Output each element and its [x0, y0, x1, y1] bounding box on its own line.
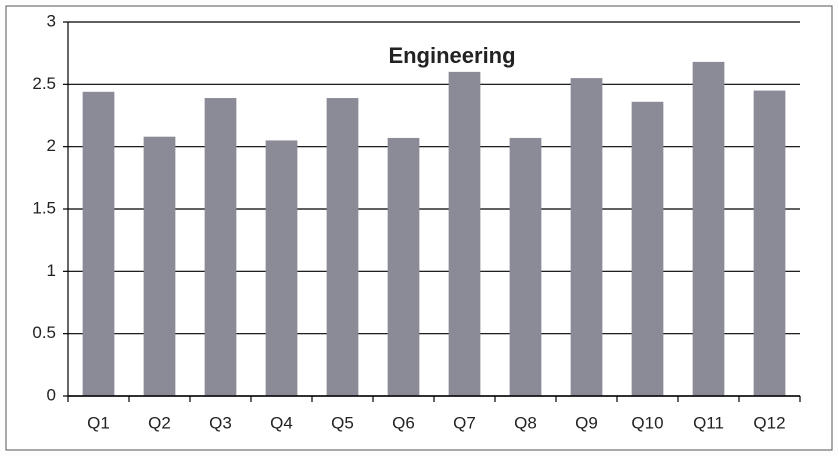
- y-tick-label: 0.5: [32, 323, 56, 342]
- bar: [204, 98, 237, 397]
- bar: [82, 91, 115, 397]
- x-tick-label: Q11: [693, 413, 724, 432]
- y-tick-label: 0: [47, 385, 56, 404]
- bar: [448, 71, 481, 396]
- x-tick-label: Q9: [575, 413, 598, 432]
- bar: [143, 136, 176, 396]
- bar: [326, 98, 359, 397]
- bar: [753, 90, 786, 397]
- x-tick-label: Q7: [453, 413, 476, 432]
- chart-title: Engineering: [388, 43, 515, 68]
- x-tick-label: Q6: [392, 413, 415, 432]
- y-tick-label: 2.5: [32, 74, 56, 93]
- x-tick-label: Q1: [87, 413, 110, 432]
- bar: [631, 101, 664, 396]
- x-tick-label: Q10: [631, 413, 663, 432]
- y-tick-label: 3: [47, 11, 56, 30]
- x-tick-label: Q4: [270, 413, 293, 432]
- x-tick-label: Q3: [209, 413, 232, 432]
- x-tick-label: Q8: [514, 413, 537, 432]
- x-tick-label: Q5: [331, 413, 354, 432]
- bar: [570, 78, 603, 396]
- y-tick-label: 2: [47, 136, 56, 155]
- y-tick-label: 1.5: [32, 198, 56, 217]
- y-tick-label: 1: [47, 261, 56, 280]
- x-tick-label: Q12: [753, 413, 785, 432]
- x-tick-label: Q2: [148, 413, 171, 432]
- bar: [692, 61, 725, 396]
- bar: [387, 137, 420, 396]
- bar: [265, 140, 298, 396]
- bar: [509, 137, 542, 396]
